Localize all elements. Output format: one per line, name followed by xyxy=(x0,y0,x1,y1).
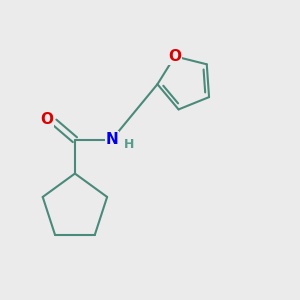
Text: N: N xyxy=(105,132,118,147)
Text: O: O xyxy=(168,49,182,64)
Text: O: O xyxy=(40,112,53,127)
Text: H: H xyxy=(124,138,134,151)
